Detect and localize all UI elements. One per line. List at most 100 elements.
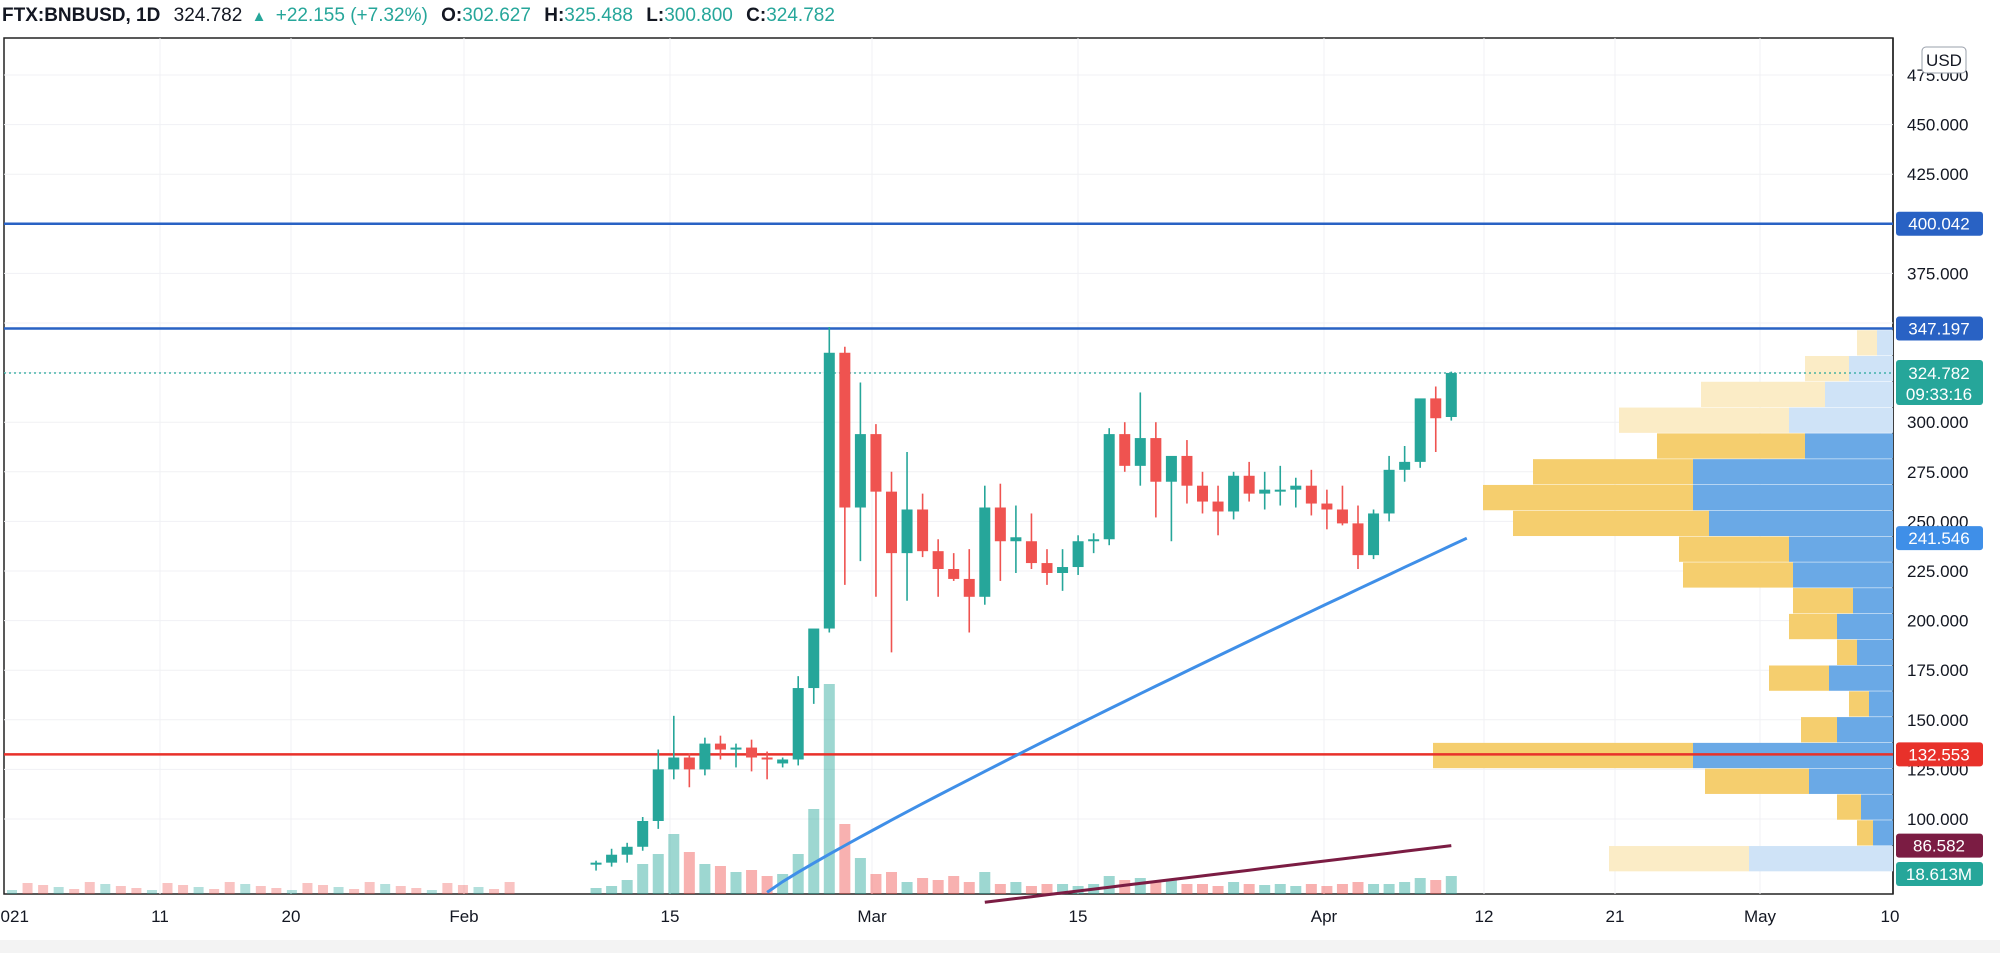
volume-bar: [1274, 884, 1286, 894]
volume-bar: [714, 866, 726, 894]
candle-body[interactable]: [1025, 541, 1037, 564]
volume-bar: [100, 884, 111, 894]
candle-body[interactable]: [1057, 567, 1069, 573]
volume-profile-bar: [1513, 510, 1709, 537]
candle-body[interactable]: [1259, 489, 1271, 494]
volume-bar: [746, 870, 758, 894]
candle-body[interactable]: [1290, 485, 1302, 490]
candle-body[interactable]: [1181, 455, 1193, 486]
volume-bar: [761, 876, 773, 894]
candle-body[interactable]: [917, 509, 929, 552]
volume-bar: [380, 884, 391, 894]
candle-body[interactable]: [1336, 509, 1348, 524]
candle-body[interactable]: [1072, 541, 1084, 568]
volume-bar: [411, 888, 422, 894]
candle-body[interactable]: [1197, 485, 1208, 502]
volume-bar: [1041, 884, 1053, 894]
volume-profile-bar: [1805, 433, 1893, 459]
candle-body[interactable]: [1150, 438, 1162, 482]
candle-body[interactable]: [948, 569, 960, 579]
candle-body[interactable]: [886, 491, 897, 554]
candle-body[interactable]: [1041, 563, 1053, 573]
candle-body[interactable]: [808, 628, 820, 689]
candle-body[interactable]: [668, 757, 680, 770]
candle-body[interactable]: [1010, 537, 1022, 542]
candle-body[interactable]: [683, 757, 695, 770]
candle-body[interactable]: [854, 434, 866, 508]
candle-body[interactable]: [590, 862, 602, 865]
candle-body[interactable]: [714, 743, 726, 750]
volume-bar: [1259, 885, 1271, 894]
volume-bar: [1305, 884, 1317, 894]
volume-profile-bar: [1789, 407, 1893, 433]
candle-body[interactable]: [1228, 475, 1240, 512]
candle-body[interactable]: [777, 759, 789, 764]
candle-body[interactable]: [1305, 485, 1317, 504]
chart-header: FTX:BNBUSD, 1D 324.782 ▲ +22.155 (+7.32%…: [2, 2, 835, 30]
volume-profile-bar: [1873, 820, 1893, 846]
volume-profile-bar: [1829, 665, 1893, 691]
candle-body[interactable]: [1321, 503, 1333, 510]
volume-profile-bar: [1849, 355, 1893, 382]
volume-bar: [1165, 880, 1177, 894]
x-tick-label: 15: [1069, 907, 1088, 926]
volume-profile-bar: [1869, 691, 1893, 717]
x-tick-label: 10: [1881, 907, 1900, 926]
y-tick-label: 275.000: [1907, 463, 1968, 482]
volume-bar: [777, 874, 789, 894]
candle-body[interactable]: [1212, 501, 1224, 512]
volume-bar: [886, 872, 897, 894]
candle-body[interactable]: [1088, 539, 1100, 542]
high-label: H:: [544, 5, 565, 26]
candle-body[interactable]: [1274, 489, 1286, 492]
volume-profile-bar: [1533, 459, 1693, 485]
candle-body[interactable]: [994, 507, 1006, 542]
candle-body[interactable]: [606, 854, 618, 863]
candle-body[interactable]: [839, 352, 851, 508]
candle-body[interactable]: [1352, 523, 1364, 556]
candle-body[interactable]: [1165, 455, 1177, 482]
candle-body[interactable]: [652, 769, 664, 821]
candle-body[interactable]: [792, 688, 804, 760]
candle-body[interactable]: [823, 352, 835, 629]
candle-body[interactable]: [1445, 373, 1457, 417]
volume-bar: [699, 864, 711, 894]
volume-profile-bar: [1793, 588, 1853, 614]
candle-body[interactable]: [637, 820, 649, 847]
candle-body[interactable]: [1430, 398, 1442, 419]
candle-body[interactable]: [761, 757, 773, 760]
volume-profile-bar: [1483, 484, 1693, 511]
candle-body[interactable]: [870, 434, 882, 492]
candle-body[interactable]: [699, 743, 711, 770]
candle-body[interactable]: [1383, 469, 1395, 514]
currency-box[interactable]: [1921, 46, 1967, 74]
candle-body[interactable]: [963, 578, 975, 597]
volume-profile-bar: [1877, 330, 1893, 356]
level-price-label: 400.042: [1908, 215, 1969, 234]
candle-body[interactable]: [730, 747, 742, 750]
x-tick-label: 2021: [0, 907, 29, 926]
candle-body[interactable]: [1399, 461, 1411, 470]
candle-body[interactable]: [932, 551, 944, 570]
candle-body[interactable]: [1103, 434, 1115, 540]
volume-profile-bar: [1861, 794, 1893, 820]
volume-bar: [333, 887, 344, 894]
volume-bar: [1414, 878, 1426, 894]
candle-body[interactable]: [1134, 438, 1146, 466]
candle-body[interactable]: [901, 509, 913, 554]
x-tick-label: Mar: [857, 907, 887, 926]
candle-body[interactable]: [1119, 434, 1131, 466]
candle-body[interactable]: [1243, 475, 1255, 494]
candle-body[interactable]: [1368, 513, 1380, 556]
candle-body[interactable]: [1414, 398, 1426, 462]
currency-label[interactable]: USD: [1926, 51, 1962, 70]
volume-bar: [590, 888, 602, 894]
y-tick-label: 150.000: [1907, 711, 1968, 730]
volume-tag: [1896, 862, 1983, 886]
current-price-tag: [1896, 360, 1983, 406]
candle-body[interactable]: [746, 747, 758, 758]
candle-body[interactable]: [621, 846, 633, 855]
candle-body[interactable]: [979, 507, 991, 597]
volume-profile-bar: [1853, 588, 1893, 614]
